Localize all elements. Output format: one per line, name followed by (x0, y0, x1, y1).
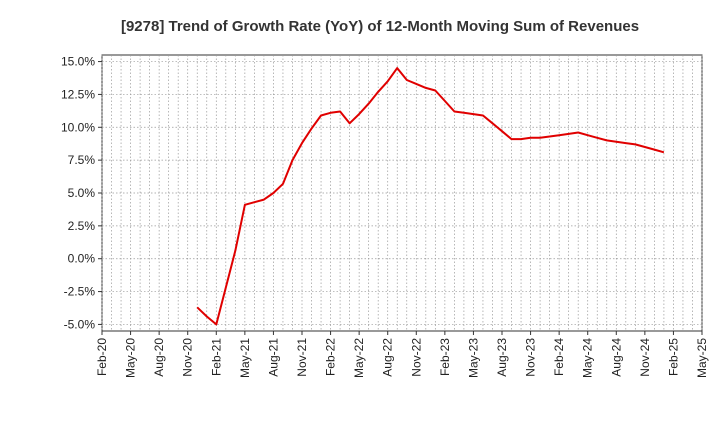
x-tick-label: Feb-25 (666, 338, 680, 376)
x-tick-label: Nov-21 (295, 338, 309, 377)
x-tick-label: May-21 (238, 338, 252, 378)
x-tick-label: Aug-22 (381, 338, 395, 377)
x-tick-label: Feb-21 (209, 338, 223, 376)
x-tick-label: Feb-22 (324, 338, 338, 376)
x-tick-label: Feb-20 (95, 338, 109, 376)
y-tick-label: -2.5% (64, 285, 96, 299)
x-tick-label: May-22 (352, 338, 366, 378)
x-tick-label: Aug-20 (152, 338, 166, 377)
x-tick-label: May-24 (581, 338, 595, 378)
y-tick-label: 2.5% (68, 219, 96, 233)
y-tick-label: 0.0% (68, 252, 96, 266)
x-tick-label: May-25 (695, 338, 709, 378)
y-tick-label: -5.0% (64, 317, 96, 331)
x-tick-label: Nov-20 (181, 338, 195, 377)
x-tick-label: Nov-24 (638, 338, 652, 377)
x-tick-label: Nov-22 (409, 338, 423, 377)
y-tick-label: 15.0% (61, 55, 95, 69)
y-tick-label: 10.0% (61, 120, 95, 134)
x-tick-label: Aug-21 (266, 338, 280, 377)
x-tick-label: Nov-23 (524, 338, 538, 377)
x-tick-label: Aug-24 (609, 338, 623, 377)
series-line (196, 67, 665, 326)
x-tick-label: May-20 (124, 338, 138, 378)
x-tick-label: Aug-23 (495, 338, 509, 377)
x-axis: Feb-20 May-20 Aug-20 Nov-20 Feb-21 May-21 Aug-… (95, 331, 709, 378)
y-tick-label: 5.0% (68, 186, 96, 200)
x-tick-label: Feb-23 (438, 338, 452, 376)
chart-title: [9278] Trend of Growth Rate (YoY) of 12-… (121, 18, 639, 35)
x-tick-label: May-23 (466, 338, 480, 378)
y-tick-label: 12.5% (61, 87, 95, 101)
y-axis: 15.0% 12.5% 10.0% 7.5% 5.0% 2.5% 0.0% -2.5% -5.0… (61, 55, 102, 331)
x-tick-label: Feb-24 (552, 338, 566, 376)
series-layer (196, 67, 665, 326)
y-tick-label: 7.5% (68, 153, 96, 167)
plot-area (101, 54, 703, 332)
